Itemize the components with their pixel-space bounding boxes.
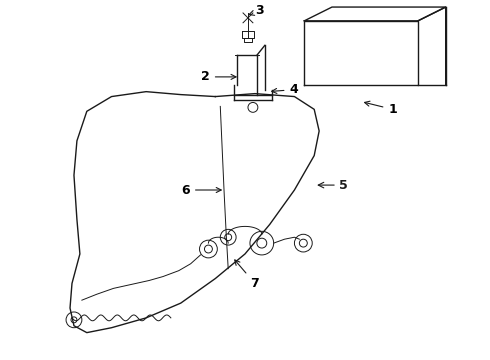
- Text: 4: 4: [272, 83, 298, 96]
- Text: 1: 1: [365, 101, 397, 116]
- Text: 2: 2: [201, 71, 236, 84]
- Text: 7: 7: [235, 260, 259, 290]
- Text: 3: 3: [249, 4, 264, 18]
- Text: 5: 5: [339, 179, 348, 192]
- Text: 6: 6: [181, 184, 221, 197]
